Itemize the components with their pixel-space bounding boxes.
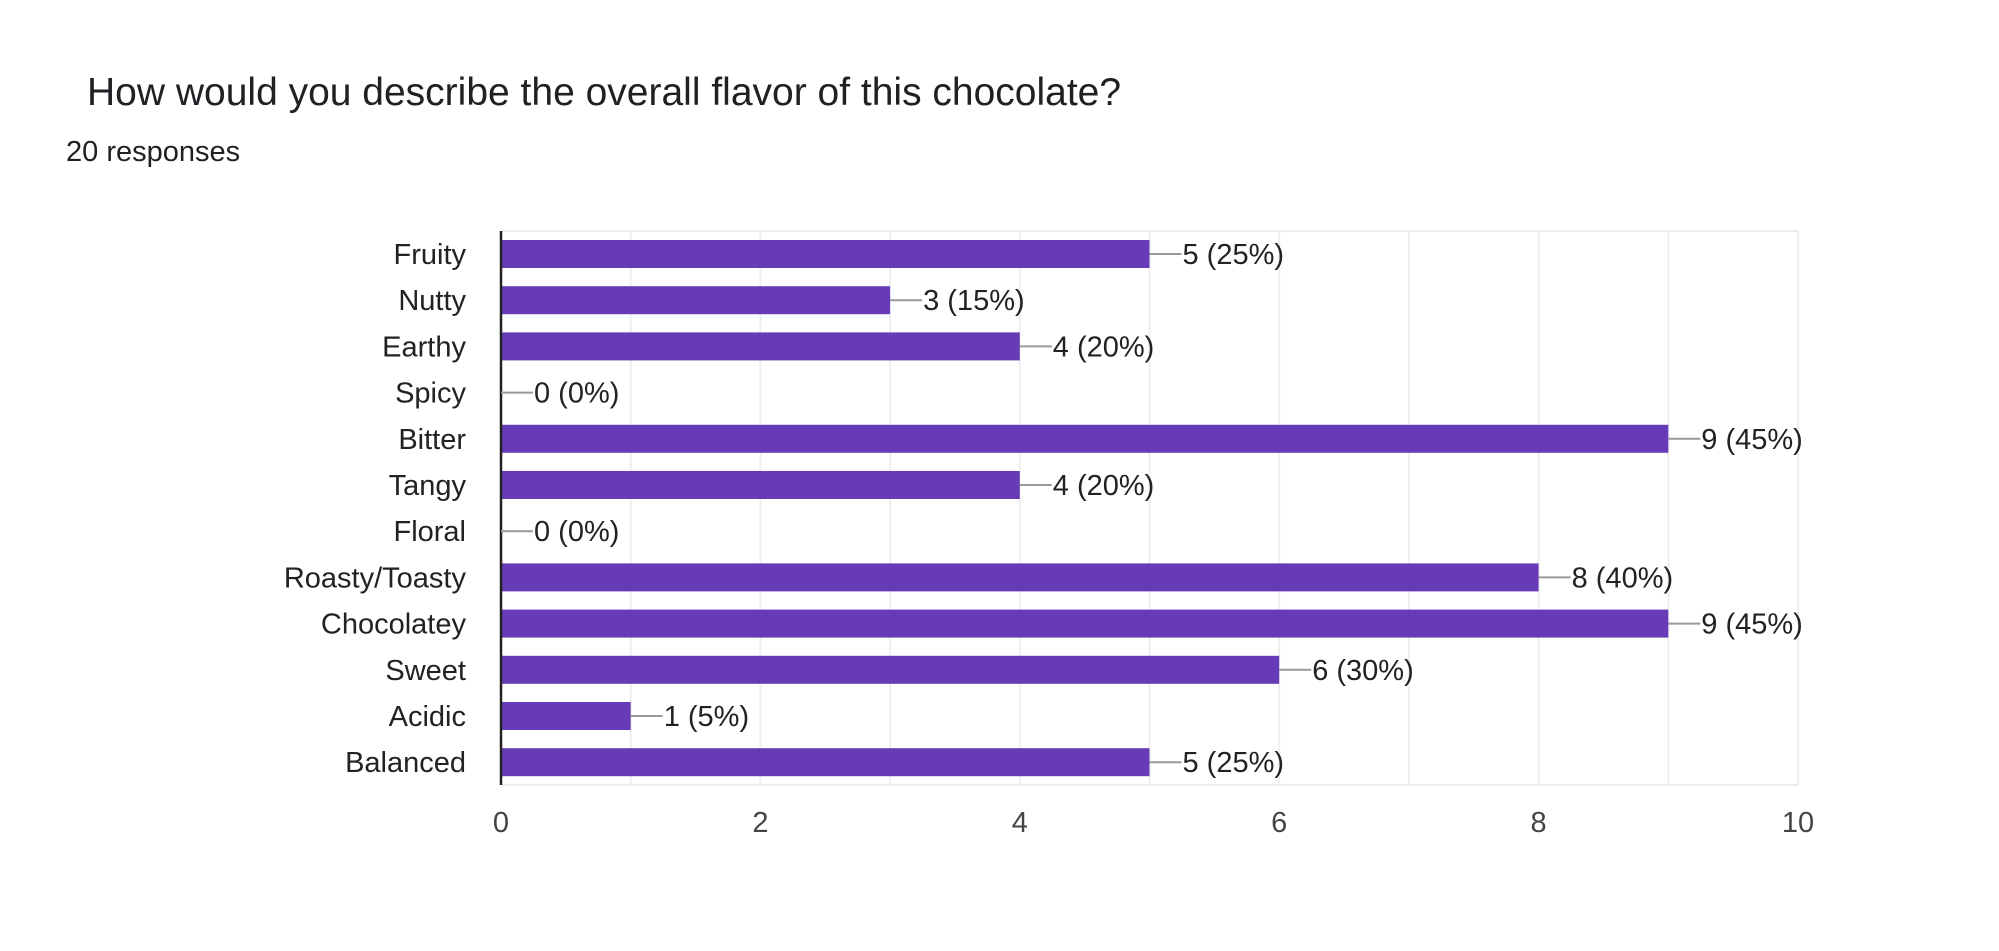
value-label: 0 (0%) [534,378,619,410]
category-label: Spicy [395,378,466,410]
x-tick-label: 2 [752,807,768,839]
category-label: Chocolatey [321,609,467,641]
bar-tangy [501,471,1020,499]
x-tick-label: 10 [1782,807,1814,839]
x-tick-label: 0 [493,807,509,839]
bar-nutty [501,286,891,315]
bar-acidic [501,702,631,730]
value-label: 4 (20%) [1053,470,1155,502]
category-label: Acidic [389,701,466,733]
category-label: Bitter [398,424,466,456]
category-label: Nutty [398,285,466,317]
x-tick-label: 8 [1531,807,1547,839]
labels: Fruity 5 (25%) Nutty 3 (15%) Earthy 4 (20%) Sp… [284,239,1803,779]
bar-balanced [501,748,1150,777]
value-label: 4 (20%) [1053,331,1155,363]
value-label: 9 (45%) [1701,609,1803,641]
gridlines [501,230,1799,786]
bars [501,240,1669,777]
value-label: 3 (15%) [923,285,1025,317]
value-label: 1 (5%) [664,701,749,733]
value-label: 9 (45%) [1701,424,1803,456]
value-label: 0 (0%) [534,516,619,548]
category-label: Tangy [389,470,467,502]
category-label: Fruity [394,239,467,271]
category-label: Roasty/Toasty [284,562,467,594]
value-label: 5 (25%) [1183,747,1285,779]
bar-earthy [501,332,1020,361]
category-label: Sweet [385,655,466,687]
response-count: 20 responses [66,136,241,168]
axes: 0 2 4 6 8 10 [493,231,1814,839]
category-label: Floral [393,516,466,548]
bar-fruity [501,240,1150,268]
chart-title: How would you describe the overall flavo… [87,71,1122,114]
category-label: Earthy [382,331,466,363]
bar-bitter [501,424,1669,453]
bar-chocolatey [501,609,1669,638]
bar-sweet [501,655,1280,684]
category-label: Balanced [345,747,466,779]
x-tick-label: 4 [1012,807,1028,839]
value-label: 5 (25%) [1183,239,1285,271]
value-label: 6 (30%) [1312,655,1414,687]
bar-roasty-toasty [501,563,1539,592]
x-tick-label: 6 [1271,807,1287,839]
value-label: 8 (40%) [1572,562,1674,594]
